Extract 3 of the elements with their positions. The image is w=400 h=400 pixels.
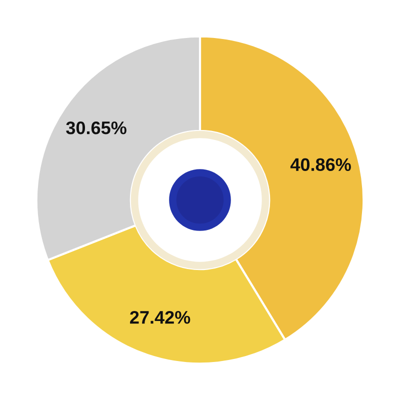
data-label: 40.86% — [290, 158, 351, 171]
data-label: 27.42% — [130, 310, 190, 324]
data-label: 30.65% — [66, 121, 126, 134]
